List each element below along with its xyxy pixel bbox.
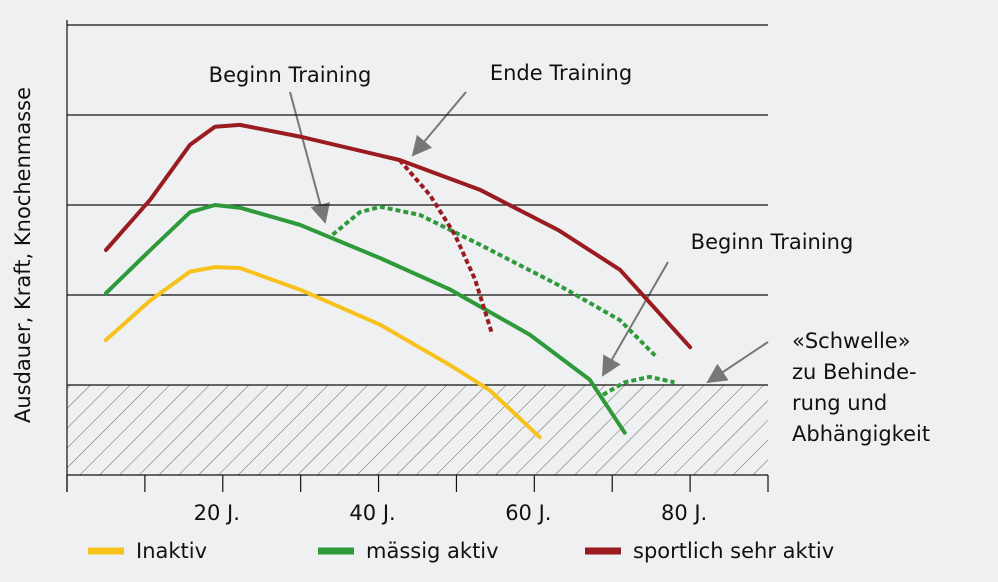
annotation: Ende Training <box>490 61 632 85</box>
threshold-label: Abhängigkeit <box>792 422 930 446</box>
threshold-label: rung und <box>792 391 887 415</box>
legend-label: Inaktiv <box>136 539 207 563</box>
arrow <box>706 341 769 384</box>
annotation-arrows <box>289 91 769 384</box>
arrow <box>602 261 669 377</box>
legend-label: sportlich sehr aktiv <box>633 539 834 563</box>
threshold-zone <box>67 385 768 475</box>
line <box>103 122 693 350</box>
dashed-line <box>331 204 659 359</box>
x-tick-label: 80 J. <box>661 501 707 525</box>
legend-label: mässig aktiv <box>366 539 499 563</box>
y-axis-label: Ausdauer, Kraft, Knochenmasse <box>11 87 35 423</box>
threshold-label: zu Behinde- <box>792 360 917 384</box>
x-tick-label: 40 J. <box>349 501 395 525</box>
arrow <box>289 91 330 224</box>
line <box>103 265 542 440</box>
x-tick-label: 20 J. <box>194 501 240 525</box>
line <box>103 203 627 435</box>
x-tick-label: 60 J. <box>505 501 551 525</box>
annotation: Beginn Training <box>691 230 854 254</box>
arrow <box>411 91 467 157</box>
dashed-line <box>398 158 495 336</box>
dashed-line <box>601 374 675 397</box>
annotation: Beginn Training <box>209 63 372 87</box>
threshold-label: «Schwelle» <box>792 329 911 353</box>
